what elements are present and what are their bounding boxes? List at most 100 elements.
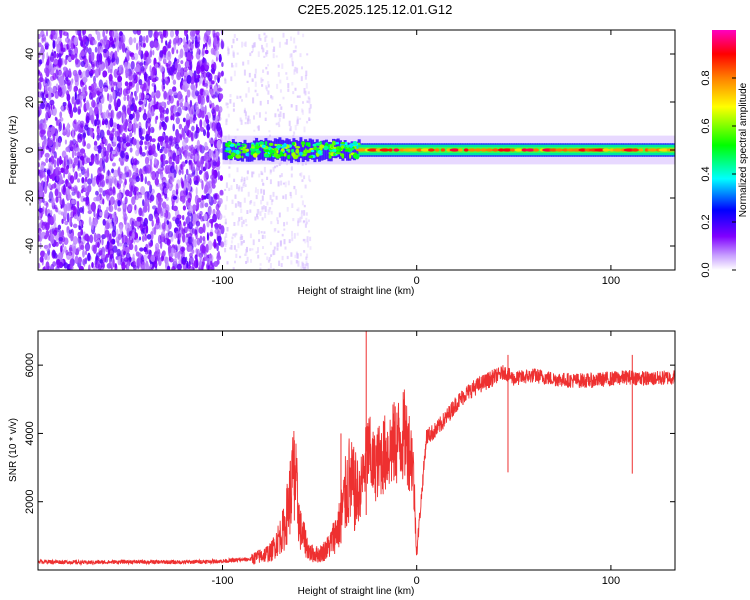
band-hot-cell — [492, 148, 499, 152]
spectrogram-cell — [242, 184, 245, 188]
spectrogram-cell — [77, 231, 82, 238]
spectrogram-cell — [66, 226, 70, 231]
spectrogram-cell — [180, 163, 183, 170]
spectrogram-cell — [97, 66, 101, 73]
spectrogram-cell — [283, 152, 287, 157]
spectrogram-cell — [258, 34, 261, 40]
spectrogram-cell — [185, 145, 189, 150]
spectrogram-cell — [290, 195, 293, 199]
spectrogram-cell — [85, 102, 90, 111]
spectrogram-cell — [75, 30, 79, 36]
spectrogram-cell — [62, 123, 65, 131]
spectrogram-cell — [234, 233, 237, 238]
spectrogram-cell — [205, 80, 209, 89]
spectrogram-cell — [296, 67, 299, 74]
spectrogram-cell — [272, 268, 275, 270]
spectrogram-cell — [295, 260, 298, 264]
spectrogram-cell — [302, 220, 305, 224]
spectrogram-cell — [235, 149, 240, 155]
spectrogram-cell — [160, 173, 164, 178]
spectrogram-cell — [287, 88, 290, 92]
spectrogram-cell — [307, 91, 310, 95]
spectrogram-cell — [97, 91, 104, 100]
spectrogram-cell — [109, 233, 112, 243]
spectrogram-cell — [107, 244, 110, 250]
spectrogram-cell — [46, 30, 48, 37]
spectrogram-cell — [173, 44, 177, 51]
spectrogram-cell — [170, 115, 173, 121]
spectrogram-cell — [71, 149, 75, 159]
spectrogram-cell — [157, 234, 162, 244]
snr-panel: -100 0 100 2000 4000 6000 Height of straight … — [8, 330, 676, 597]
spectrogram-cell — [64, 58, 68, 65]
spectrogram-cell — [198, 226, 204, 234]
spectrogram-cell — [291, 141, 295, 146]
spectrogram-cell — [198, 36, 201, 41]
spectrogram-cell — [224, 248, 227, 253]
spectrogram-cell — [86, 143, 91, 150]
spectrogram-cell — [153, 40, 159, 48]
spectrogram-cell — [194, 35, 198, 45]
spectrogram-cell — [47, 138, 52, 148]
spectrogram-cell — [94, 261, 100, 269]
spectrogram-cell — [280, 180, 283, 186]
spectrogram-cell — [159, 121, 162, 130]
spectrogram-cell — [256, 93, 259, 97]
spectrogram-cell — [138, 194, 143, 199]
spectrogram-cell — [130, 60, 135, 70]
spectrogram-cell — [263, 154, 270, 158]
spectrogram-cell — [268, 207, 271, 213]
spectrogram-cell — [162, 30, 167, 38]
spectrogram-cell — [182, 205, 186, 211]
spectrogram-cell — [220, 40, 225, 50]
spectrogram-cell — [264, 235, 266, 239]
spectrogram-cell — [113, 37, 117, 43]
spectrogram-cell — [215, 104, 220, 112]
spectrogram-cell — [81, 177, 85, 184]
spectrogram-cell — [290, 53, 293, 58]
spectrogram-cell — [104, 39, 109, 50]
spectrogram-cell — [209, 206, 212, 215]
spectrogram-cell — [262, 246, 264, 249]
band-hot-cell — [631, 148, 640, 152]
spectrogram-cell — [65, 67, 69, 78]
spectrogram-cell — [69, 219, 72, 227]
spectrogram-cell — [234, 260, 236, 264]
spectrogram-cell — [290, 252, 293, 257]
spectrogram-cell — [147, 58, 152, 64]
spectrogram-cell — [44, 253, 48, 261]
spectrogram-cell — [128, 243, 134, 251]
spectrogram-cell — [245, 224, 248, 227]
spectrogram-cell — [276, 242, 279, 248]
spectrogram-cell — [213, 85, 218, 92]
spectrogram-cell — [263, 149, 270, 153]
spectrogram-cell — [284, 181, 287, 188]
spectrogram-cell — [80, 228, 84, 236]
spectrogram-cell — [90, 155, 95, 165]
spectrogram-cell — [264, 206, 267, 212]
spectrogram-cell — [38, 185, 43, 193]
spectrogram-cell — [232, 267, 235, 270]
spectrogram-cell — [131, 220, 135, 231]
spectrogram-cell — [147, 110, 150, 118]
spectrogram-cell — [331, 140, 336, 146]
spectrogram-cell — [349, 147, 354, 151]
spectrogram-cell — [123, 216, 127, 225]
x-tick-label: -100 — [211, 275, 233, 287]
spectrogram-cell — [244, 107, 246, 112]
spectrogram-cell — [218, 56, 222, 62]
spectrogram-cell — [242, 61, 245, 66]
spectrogram-cell — [74, 255, 79, 264]
spectrogram-cell — [78, 240, 84, 250]
spectrogram-cell — [297, 31, 300, 35]
spectrogram-cell — [253, 129, 256, 132]
spectrogram-cell — [82, 30, 87, 35]
spectrogram-cell — [305, 256, 308, 260]
spectrogram-cell — [186, 89, 191, 98]
spectrogram-cell — [194, 229, 197, 237]
spectrogram-cell — [44, 83, 49, 92]
spectrogram-cell — [48, 183, 52, 189]
spectrogram-cell — [210, 260, 213, 265]
spectrogram-cell — [240, 234, 243, 238]
spectrogram-cell — [214, 228, 220, 234]
